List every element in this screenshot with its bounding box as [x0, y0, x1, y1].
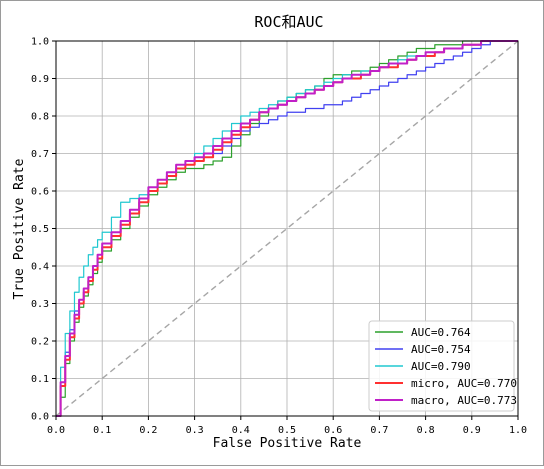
x-tick-label-2: 0.2 [139, 425, 157, 436]
legend-label-0: AUC=0.764 [411, 326, 471, 339]
y-tick-label-10: 1.0 [31, 37, 49, 48]
series-lines [56, 40, 518, 417]
y-tick-label-6: 0.6 [31, 187, 49, 198]
y-tick-label-9: 0.9 [31, 74, 49, 85]
legend-label-2: AUC=0.790 [411, 360, 471, 373]
x-tick-label-1: 0.1 [93, 425, 111, 436]
x-tick-label-5: 0.5 [278, 425, 296, 436]
x-tick-label-9: 0.9 [463, 425, 481, 436]
chance-diagonal-line [55, 40, 519, 417]
y-tick-label-8: 0.8 [31, 112, 49, 123]
y-axis-label: True Positive Rate [12, 158, 27, 299]
roc-curve-4 [56, 40, 518, 417]
x-tick-label-7: 0.7 [370, 425, 388, 436]
legend-label-3: micro, AUC=0.770 [411, 377, 517, 390]
legend: AUC=0.764 AUC=0.754 AUC=0.790 micro, AUC=0.… [368, 320, 517, 412]
y-tick-label-4: 0.4 [31, 262, 49, 273]
x-tick-label-4: 0.4 [232, 425, 250, 436]
y-tick-label-5: 0.5 [31, 224, 49, 235]
y-tick-label-7: 0.7 [31, 149, 49, 160]
y-tick-label-2: 0.2 [31, 337, 49, 348]
x-axis-label: False Positive Rate [213, 436, 362, 451]
axis-ticks: 0.0 0.1 0.2 0.3 0.4 0.5 0.6 0.7 0.8 0.9 1.0 0.0 0.1 0… [31, 37, 527, 437]
legend-label-1: AUC=0.754 [411, 343, 471, 356]
x-tick-label-6: 0.6 [324, 425, 342, 436]
y-tick-label-0: 0.0 [31, 412, 49, 423]
x-tick-label-0: 0.0 [47, 425, 65, 436]
legend-label-4: macro, AUC=0.773 [411, 394, 517, 407]
y-tick-label-1: 0.1 [31, 374, 49, 385]
x-tick-label-8: 0.8 [417, 425, 435, 436]
diagonal-reference-line [55, 40, 519, 417]
x-tick-label-10: 1.0 [509, 425, 527, 436]
chart-title: ROC和AUC [254, 13, 323, 31]
y-tick-label-3: 0.3 [31, 299, 49, 310]
legend-box [368, 320, 515, 412]
x-tick-label-3: 0.3 [186, 425, 204, 436]
